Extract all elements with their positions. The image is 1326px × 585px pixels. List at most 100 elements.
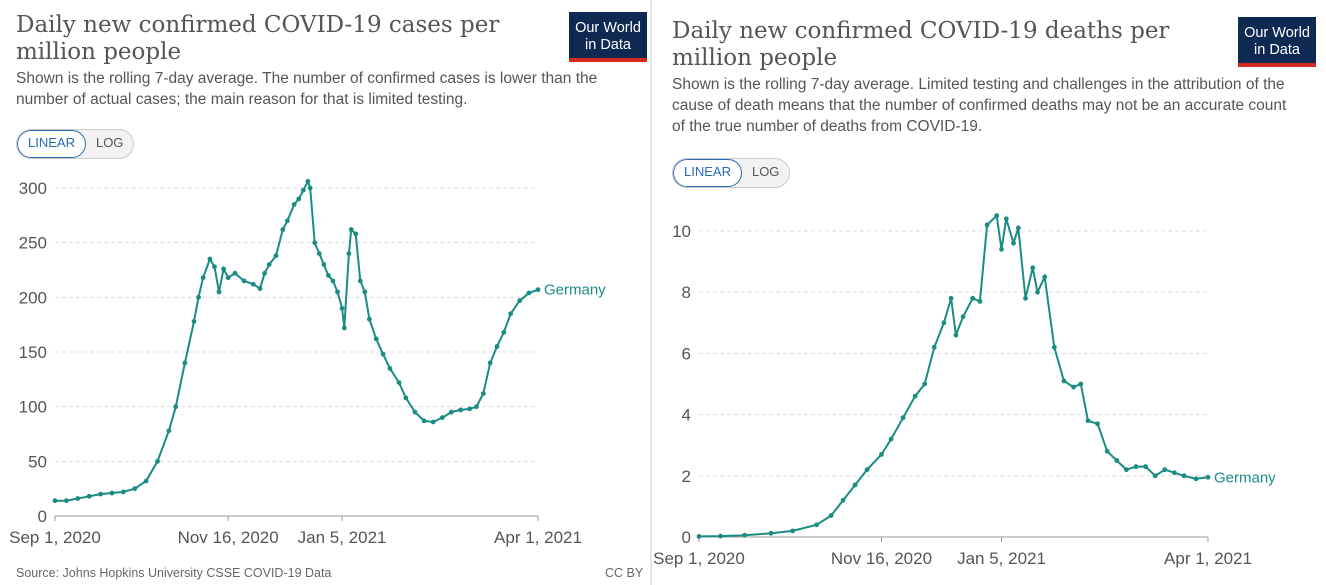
y-tick-label: 4 (682, 406, 691, 425)
log-scale-button[interactable]: LOG (751, 164, 780, 179)
x-tick-label: Jan 5, 2021 (298, 528, 387, 547)
x-tick-label: Apr 1, 2021 (494, 528, 582, 547)
data-point (280, 227, 286, 232)
y-tick-label: 150 (19, 343, 47, 362)
data-point (840, 497, 846, 503)
data-point (52, 498, 58, 504)
data-point (273, 253, 279, 259)
data-point (1104, 448, 1110, 454)
x-tick-label: Nov 16, 2020 (178, 528, 279, 547)
data-point (718, 533, 724, 539)
data-point (1133, 464, 1139, 470)
owid-logo[interactable]: Our World in Data (569, 12, 647, 62)
logo-line-2: in Data (585, 37, 631, 53)
data-point (494, 344, 500, 349)
data-point (353, 231, 359, 237)
data-point (941, 320, 947, 326)
x-tick-label: Sep 1, 2020 (9, 528, 101, 547)
chart-subtitle: Shown is the rolling 7-day average. The … (16, 70, 598, 108)
data-point (225, 275, 231, 281)
data-point (166, 428, 172, 434)
data-point (828, 513, 834, 518)
series-line (698, 213, 1209, 538)
logo-line-1: Our World (575, 20, 641, 36)
data-point (1123, 467, 1129, 473)
data-point (257, 286, 263, 291)
data-point (1035, 289, 1040, 295)
data-point (143, 478, 149, 484)
data-point (216, 289, 222, 295)
x-tick-label: Nov 16, 2020 (831, 549, 932, 568)
data-point (888, 436, 894, 442)
y-tick-label: 200 (19, 288, 47, 307)
data-point (439, 415, 445, 420)
data-point (380, 351, 386, 357)
data-point (191, 318, 197, 324)
deaths-panel: Daily new confirmed COVID-19 deaths per … (652, 0, 1326, 585)
data-point (296, 196, 302, 202)
data-point (373, 336, 379, 342)
data-point (300, 187, 306, 193)
y-tick-label: 8 (682, 283, 691, 302)
data-point (367, 316, 372, 322)
data-point (953, 332, 959, 338)
data-point (307, 185, 313, 191)
data-point (864, 467, 870, 473)
scale-toggle: LINEAR LOG (16, 129, 135, 159)
data-point (900, 415, 906, 421)
data-point (1051, 344, 1057, 350)
data-point (960, 314, 966, 320)
scale-toggle: LINEAR LOG (672, 158, 791, 188)
data-point (155, 458, 160, 464)
data-point (467, 406, 473, 412)
data-point (266, 262, 272, 267)
data-point (535, 287, 541, 293)
data-point (212, 264, 217, 270)
chart-subtitle: Shown is the rolling 7-day average. Limi… (672, 76, 1287, 135)
chart-title: Daily new confirmed COVID-19 deaths per … (672, 18, 1170, 71)
data-point (387, 366, 393, 371)
data-point (1061, 378, 1067, 384)
x-tick-label: Sep 1, 2020 (653, 549, 745, 568)
data-point (999, 246, 1004, 252)
data-point (1071, 384, 1076, 390)
data-point (814, 522, 820, 528)
source-note[interactable]: Source: Johns Hopkins University CSSE CO… (16, 566, 332, 580)
data-point (250, 281, 256, 287)
data-point (879, 451, 884, 457)
data-point (262, 270, 268, 276)
y-tick-label: 0 (682, 528, 691, 547)
data-point (291, 202, 297, 207)
logo-line-1: Our World (1244, 25, 1310, 41)
y-tick-label: 0 (38, 507, 47, 526)
data-point (316, 251, 322, 256)
data-point (98, 491, 103, 497)
data-point (109, 490, 115, 496)
data-point (1042, 274, 1048, 280)
cases-panel: Daily new confirmed COVID-19 cases per m… (0, 0, 650, 585)
data-point (852, 482, 858, 488)
data-point (120, 489, 126, 495)
data-point (305, 179, 311, 184)
owid-logo[interactable]: Our World in Data (1238, 17, 1316, 67)
data-point (1152, 473, 1158, 479)
data-point (321, 262, 327, 267)
data-point (526, 290, 532, 296)
data-point (335, 289, 340, 295)
panel-divider (650, 0, 652, 585)
linear-scale-button[interactable]: LINEAR (673, 159, 742, 187)
data-point (922, 381, 928, 387)
data-point (325, 273, 331, 278)
series-label: Germany (544, 282, 606, 299)
log-scale-button[interactable]: LOG (95, 135, 124, 150)
data-point (1193, 476, 1199, 482)
data-point (1114, 458, 1120, 463)
data-point (449, 409, 454, 415)
data-point (421, 418, 427, 424)
data-point (330, 278, 336, 284)
data-point (1162, 467, 1168, 473)
license-link[interactable]: CC BY (605, 566, 644, 580)
data-point (357, 278, 363, 284)
linear-scale-button[interactable]: LINEAR (17, 130, 86, 158)
data-point (1171, 470, 1177, 476)
